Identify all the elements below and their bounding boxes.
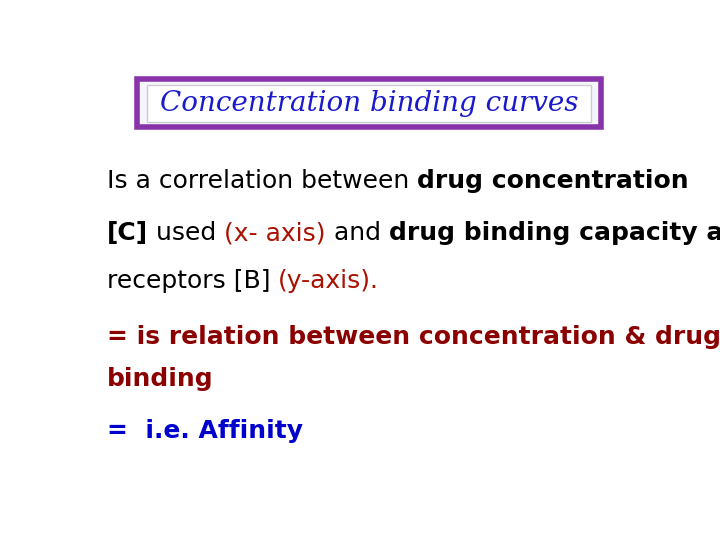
Text: = is relation between concentration & drug: = is relation between concentration & dr… [107,325,720,349]
Text: used: used [148,221,224,245]
Text: Concentration binding curves: Concentration binding curves [160,90,578,117]
Text: [C]: [C] [107,221,148,245]
Text: binding: binding [107,367,213,391]
Text: Is a correlation between: Is a correlation between [107,169,417,193]
Text: receptors [B]: receptors [B] [107,269,278,293]
FancyBboxPatch shape [147,85,591,122]
Text: drug binding capacity at: drug binding capacity at [389,221,720,245]
Text: =  i.e. Affinity: = i.e. Affinity [107,418,302,443]
Text: (x- axis): (x- axis) [224,221,325,245]
Text: (y-axis).: (y-axis). [278,269,379,293]
FancyBboxPatch shape [138,79,600,127]
Text: and: and [325,221,389,245]
Text: drug concentration: drug concentration [417,169,688,193]
